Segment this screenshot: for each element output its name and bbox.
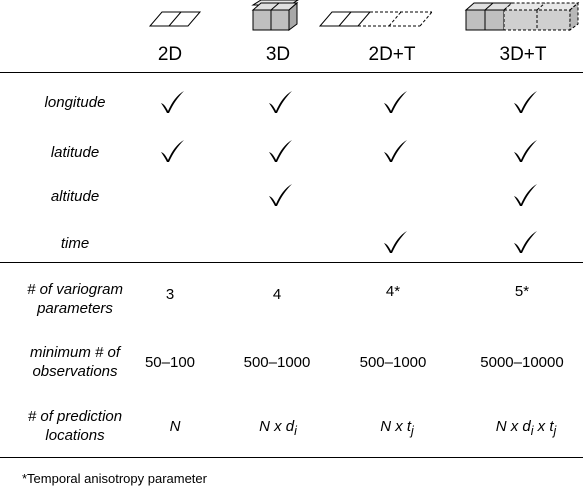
check-icon-latitude-2d: [161, 140, 184, 162]
prediction-value-2d: N: [115, 417, 235, 436]
observations-label-line2: observations: [32, 363, 118, 380]
row-label-variogram: # of variogram parameters: [0, 280, 150, 318]
flat-4-cell-dashed-icon: [318, 11, 433, 27]
variogram-label-line1: # of variogram: [27, 281, 123, 298]
check-icon-altitude-3d: [269, 184, 292, 206]
row-label-time: time: [60, 235, 90, 252]
check-icon-latitude-2d-t: [384, 140, 407, 162]
prediction-2d-t-base: N x t: [380, 418, 412, 435]
observations-value-3d-t: 5000–10000: [480, 354, 564, 371]
check-icon-longitude-2d-t: [384, 91, 407, 113]
row-label-longitude: longitude: [44, 94, 106, 111]
cube-2-cell-icon: [251, 0, 299, 31]
observations-value-3d: 500–1000: [243, 354, 311, 371]
prediction-3d-t-sub: i: [530, 424, 534, 438]
prediction-value-2d-t: N x tj: [337, 417, 457, 441]
prediction-3d-base: N x d: [259, 418, 295, 435]
column-header-2d-t: 2D+T: [368, 44, 416, 65]
prediction-label-line1: # of prediction: [27, 408, 123, 425]
observations-value-2d-t: 500–1000: [359, 354, 427, 371]
prediction-3d-t-base: N x d: [495, 418, 531, 435]
prediction-3d-sub: i: [294, 424, 297, 438]
check-icon-longitude-3d: [269, 91, 292, 113]
footnote: *Temporal anisotropy parameter: [22, 471, 207, 486]
prediction-value-3d: N x di: [218, 417, 338, 441]
column-header-2d: 2D: [157, 44, 183, 65]
check-icon-latitude-3d-t: [514, 140, 537, 162]
row-label-prediction: # of prediction locations: [0, 407, 150, 445]
variogram-value-2d: 3: [165, 286, 175, 303]
column-header-3d: 3D: [265, 44, 291, 65]
variogram-value-3d: 4: [272, 286, 282, 303]
prediction-2d-t-sub: j: [411, 424, 414, 438]
prediction-3d-t-sub2: j: [553, 424, 557, 438]
row-label-latitude: latitude: [50, 144, 100, 161]
check-icon-longitude-3d-t: [514, 91, 537, 113]
prediction-label-line2: locations: [45, 427, 105, 444]
variogram-value-3d-t: 5*: [514, 283, 530, 300]
check-icon-time-2d-t: [384, 231, 407, 253]
check-icon-time-3d-t: [514, 231, 537, 253]
checks-rule: [0, 262, 583, 263]
variogram-value-2d-t: 4*: [385, 283, 401, 300]
variogram-label-line2: parameters: [37, 300, 113, 317]
row-label-altitude: altitude: [50, 188, 100, 205]
cube-4-cell-dashed-icon: [464, 1, 580, 31]
prediction-value-3d-t: N x di x tj: [466, 417, 583, 441]
check-icon-longitude-2d: [161, 91, 184, 113]
check-icon-latitude-3d: [269, 140, 292, 162]
prediction-2d-base: N: [169, 418, 181, 435]
column-header-3d-t: 3D+T: [499, 44, 547, 65]
check-icon-altitude-3d-t: [514, 184, 537, 206]
bottom-rule: [0, 457, 583, 458]
prediction-3d-t-base2: x t: [533, 418, 554, 435]
observations-value-2d: 50–100: [144, 354, 196, 371]
flat-2-cell-icon: [148, 11, 202, 27]
observations-label-line1: minimum # of: [29, 344, 121, 361]
header-icons: [148, 0, 580, 31]
header-rule: [0, 72, 583, 73]
row-label-observations: minimum # of observations: [0, 343, 150, 381]
